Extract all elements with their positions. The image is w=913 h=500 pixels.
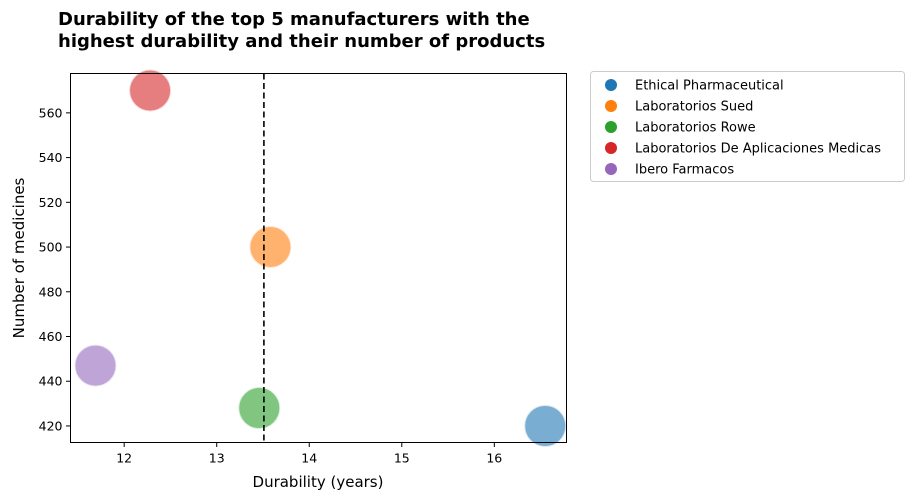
legend-label: Ibero Farmacos — [635, 163, 734, 178]
chart-title-line-2: highest durability and their number of p… — [58, 31, 545, 52]
legend-marker — [605, 163, 617, 175]
plot-frame — [70, 73, 567, 443]
y-axis-ticks: 420 440 460 480 500 520 540 560 — [39, 105, 71, 433]
data-point-2 — [248, 225, 293, 270]
y-tick-label: 520 — [39, 195, 63, 210]
plot-area — [70, 73, 567, 443]
legend-label: Laboratorios Sued — [635, 100, 753, 115]
data-point-3 — [237, 386, 282, 431]
legend: Ethical Pharmaceutical Laboratorios Sued L… — [590, 71, 905, 182]
data-points — [73, 68, 568, 448]
x-axis-ticks: 12 13 14 15 16 — [116, 442, 502, 466]
y-tick-label: 420 — [39, 418, 63, 433]
x-tick-label: 14 — [301, 451, 317, 466]
x-tick-label: 16 — [486, 451, 502, 466]
legend-box — [590, 71, 905, 182]
data-point-1 — [523, 403, 568, 448]
legend-label: Ethical Pharmaceutical — [635, 79, 784, 94]
data-point-5 — [73, 343, 118, 388]
x-tick-label: 15 — [394, 451, 410, 466]
legend-marker — [605, 121, 617, 133]
data-point-4 — [128, 68, 173, 113]
x-tick-label: 12 — [116, 451, 132, 466]
legend-marker — [605, 79, 617, 91]
y-tick-label: 480 — [39, 284, 63, 299]
y-tick-label: 540 — [39, 150, 63, 165]
x-tick-label: 13 — [209, 451, 225, 466]
legend-marker — [605, 142, 617, 154]
x-axis-label: Durability (years) — [253, 473, 384, 491]
legend-marker — [605, 100, 617, 112]
legend-label: Laboratorios De Aplicaciones Medicas — [635, 142, 881, 157]
legend-label: Laboratorios Rowe — [635, 121, 756, 136]
y-tick-label: 560 — [39, 105, 63, 120]
y-tick-label: 500 — [39, 240, 63, 255]
chart-title-line-1: Durability of the top 5 manufacturers wi… — [58, 9, 530, 30]
y-tick-label: 460 — [39, 329, 63, 344]
y-axis-label: Number of medicines — [10, 177, 28, 338]
y-tick-label: 440 — [39, 374, 63, 389]
